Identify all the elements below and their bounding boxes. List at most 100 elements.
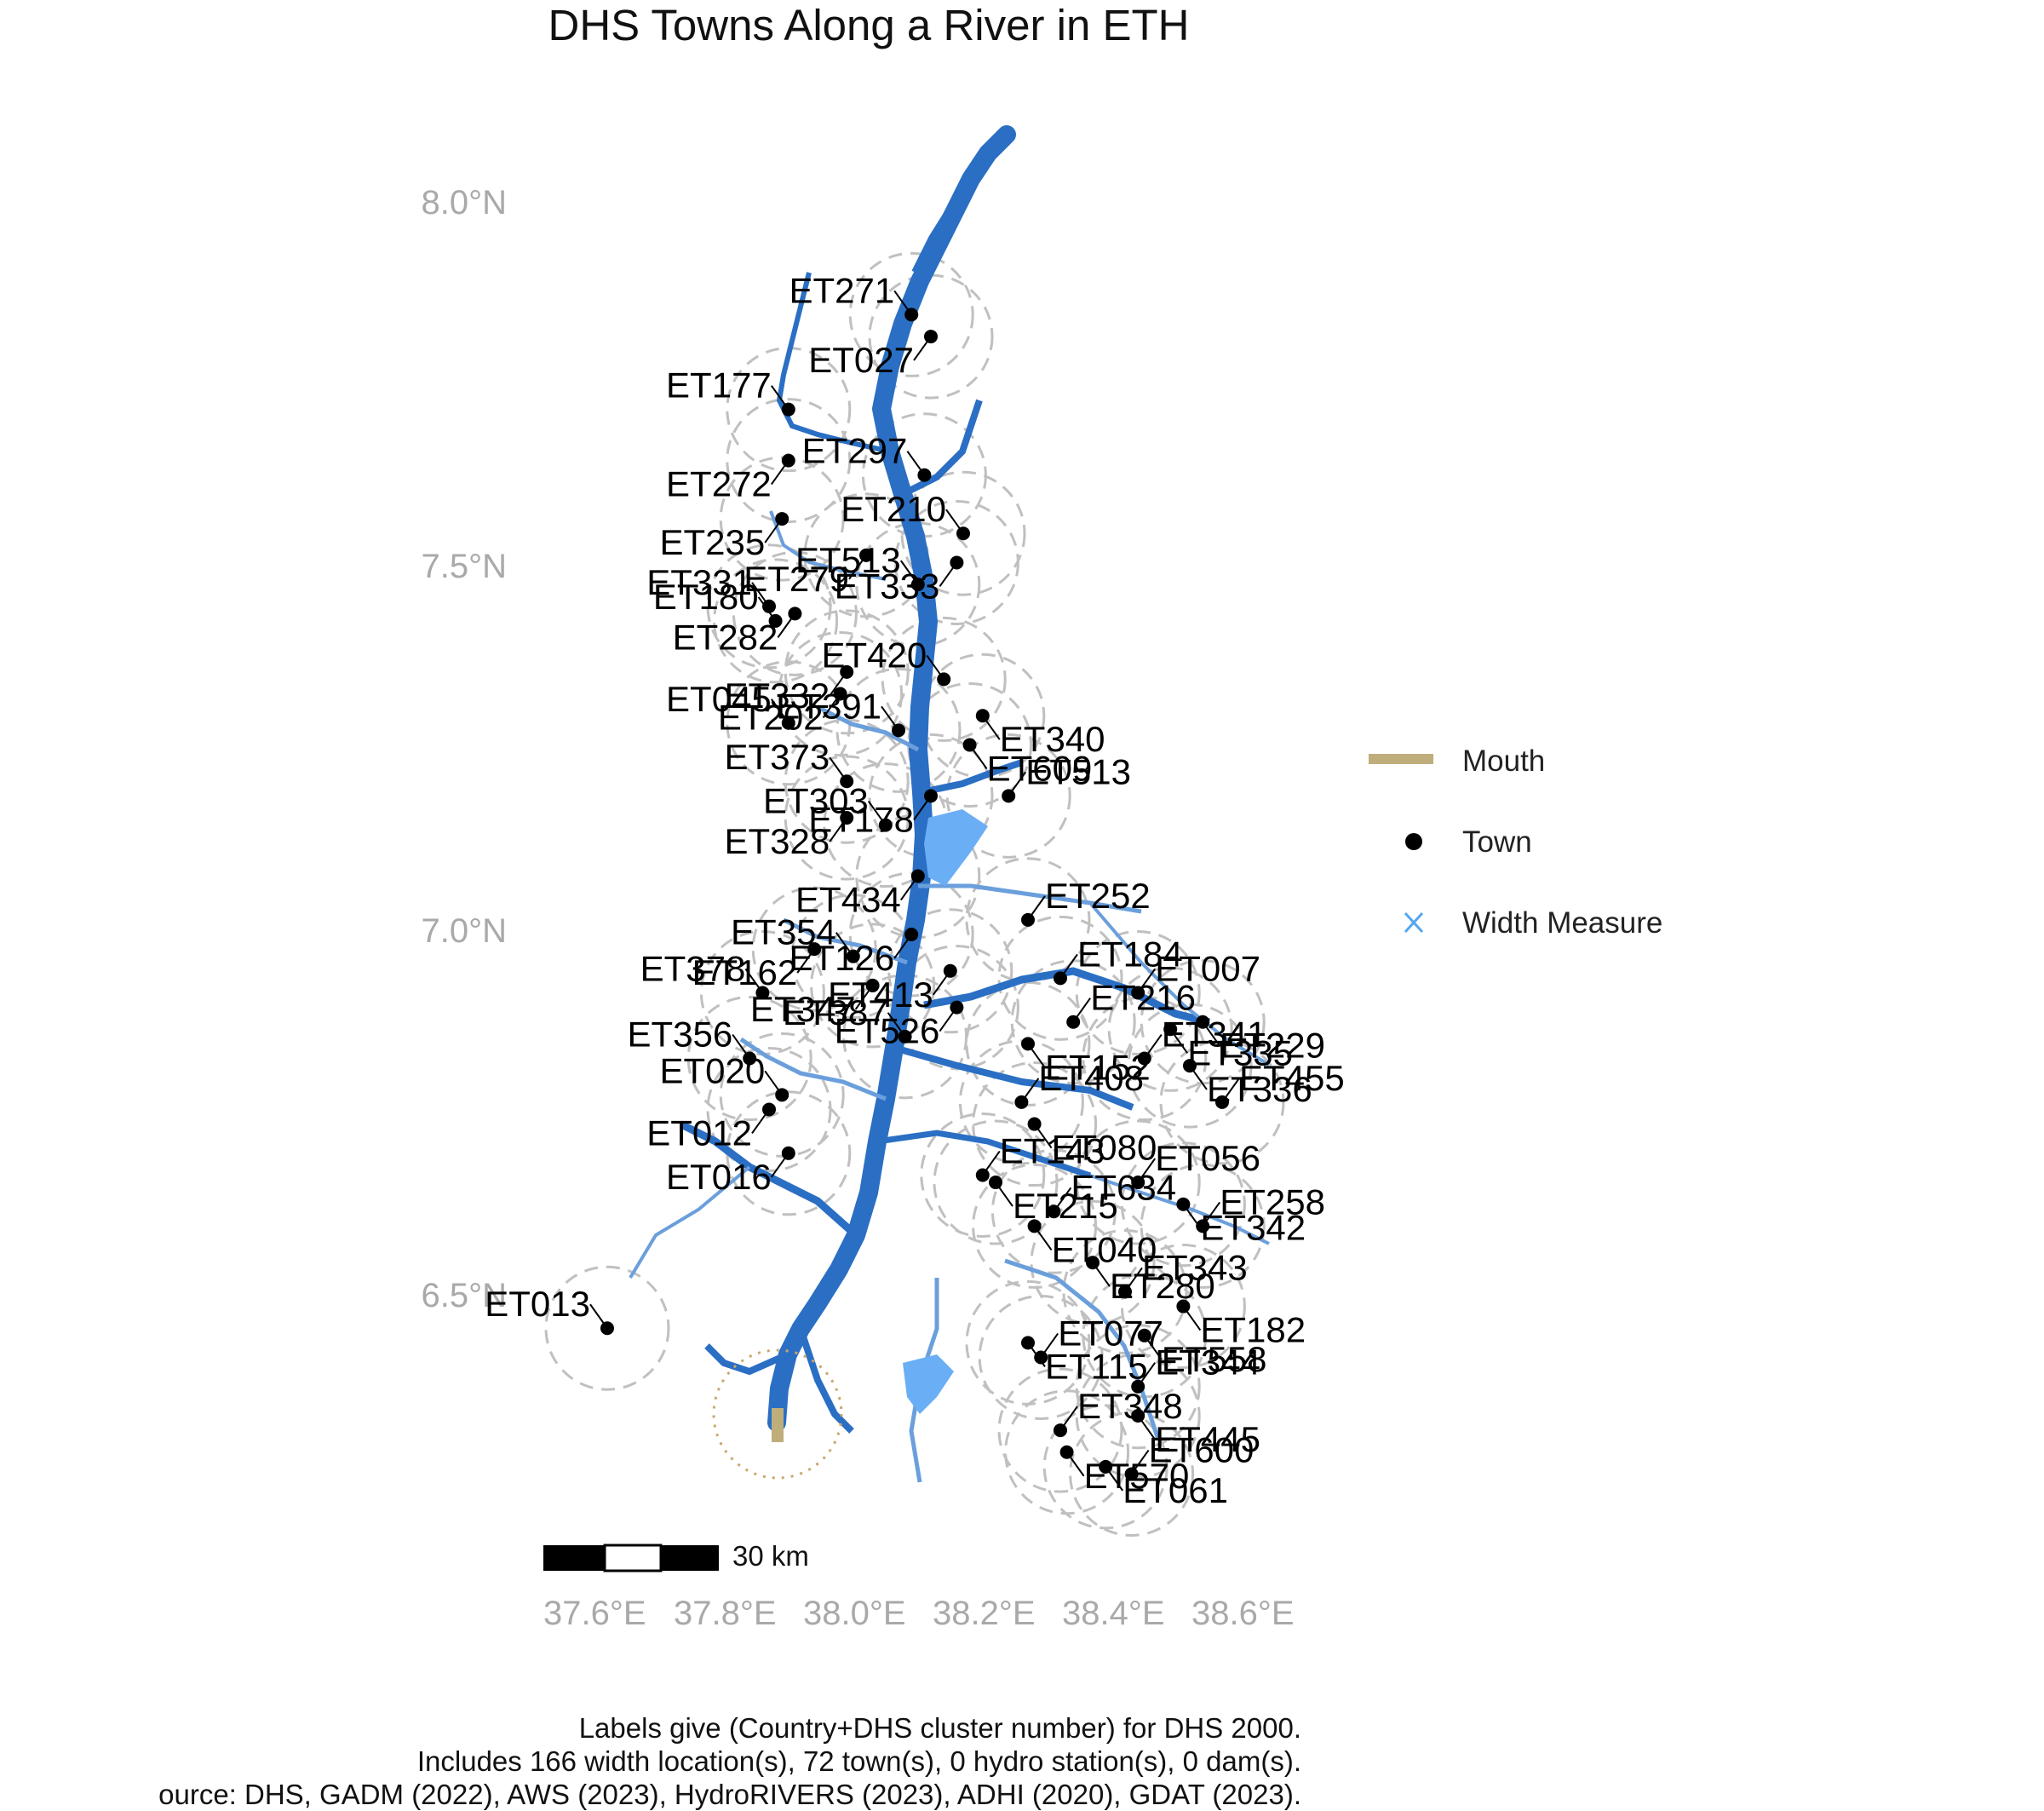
town-label-leader bbox=[770, 1153, 789, 1178]
y-tick-label-8-0: 8.0°N bbox=[421, 184, 508, 221]
town-label: ET378 bbox=[640, 948, 746, 988]
town-label: ET013 bbox=[485, 1284, 590, 1324]
town-label-leader bbox=[744, 968, 764, 994]
tributary-southwest bbox=[704, 1343, 789, 1376]
mouth-buffer bbox=[712, 1348, 843, 1480]
town-buffer bbox=[726, 1090, 852, 1216]
town-label: ET373 bbox=[724, 737, 830, 777]
caption-line-1: Labels give (Country+DHS cluster number)… bbox=[578, 1712, 1301, 1744]
town-buffer bbox=[972, 1061, 1098, 1187]
x-tick-label-38-0: 38.0°E bbox=[803, 1595, 906, 1632]
caption-line-3: ource: DHS, GADM (2022), AWS (2023), Hyd… bbox=[158, 1779, 1301, 1810]
town-label: ET143 bbox=[1000, 1130, 1105, 1170]
town-buffer bbox=[713, 558, 839, 684]
town-label-leader bbox=[939, 561, 958, 588]
town-label-leader bbox=[1143, 1335, 1163, 1360]
town-label: ET272 bbox=[666, 464, 772, 504]
legend-item-town: Town bbox=[1367, 824, 1708, 859]
town-label: ET342 bbox=[1200, 1208, 1306, 1248]
town-buffer bbox=[719, 456, 845, 582]
x-tick-label-37-8: 37.8°E bbox=[674, 1595, 777, 1632]
town-label-leader bbox=[829, 671, 848, 697]
map-title: DHS Towns Along a River in ETH bbox=[548, 1, 1190, 49]
town-label-leader bbox=[751, 1108, 770, 1135]
y-tick-label-6-5: 6.5°N bbox=[421, 1277, 508, 1314]
town-buffer bbox=[893, 499, 1019, 625]
town-buffer bbox=[835, 667, 962, 793]
town-label: ET634 bbox=[1071, 1167, 1176, 1207]
town-label-leader bbox=[589, 1303, 608, 1329]
town-label-leader bbox=[829, 756, 848, 782]
scale-bar bbox=[543, 1544, 719, 1572]
town-buffer bbox=[1127, 1003, 1253, 1129]
town-buffer bbox=[1140, 1163, 1266, 1289]
town-buffer bbox=[1120, 1244, 1246, 1370]
town-label: ET340 bbox=[1000, 719, 1105, 759]
town-label: ET215 bbox=[1013, 1186, 1118, 1226]
town-buffer bbox=[848, 251, 974, 377]
town-label-leader bbox=[945, 509, 964, 534]
tributary-north-west-2 bbox=[769, 510, 887, 581]
town-label: ET356 bbox=[627, 1015, 732, 1055]
town-buffer bbox=[907, 681, 1033, 808]
legend-label-town: Town bbox=[1462, 825, 1532, 859]
town-label: ET045 bbox=[666, 679, 772, 719]
town-label-leader bbox=[1059, 1406, 1078, 1431]
lake-1 bbox=[924, 809, 988, 886]
tributary-southeast bbox=[797, 1327, 854, 1434]
town-buffer bbox=[958, 1039, 1084, 1165]
town-label: ET210 bbox=[841, 489, 946, 529]
town-label-leader bbox=[1040, 1332, 1059, 1359]
town-label-leader bbox=[1033, 1225, 1053, 1250]
town-buffer bbox=[686, 996, 812, 1122]
town-label: ET513 bbox=[1025, 751, 1131, 791]
width-measure-legend-icon bbox=[1367, 905, 1435, 939]
town-buffer bbox=[1107, 966, 1233, 1092]
town-buffer bbox=[1075, 1353, 1201, 1479]
town-buffer bbox=[1075, 1324, 1201, 1450]
town-buffer bbox=[719, 1032, 845, 1158]
town-label: ET182 bbox=[1200, 1310, 1306, 1350]
town-label-leader bbox=[770, 385, 789, 411]
town-buffer bbox=[965, 980, 1091, 1107]
town-label-leader bbox=[899, 560, 919, 585]
mouth-legend-icon bbox=[1367, 743, 1435, 777]
town-label: ET180 bbox=[653, 577, 759, 617]
town-label-leader bbox=[751, 582, 770, 607]
town-label-leader bbox=[926, 654, 945, 680]
town-label: ET027 bbox=[808, 340, 914, 380]
town-label-leader bbox=[893, 290, 913, 315]
caption-line-2: Includes 166 width location(s), 72 town(… bbox=[416, 1745, 1301, 1777]
town-buffer bbox=[706, 543, 832, 670]
town-label-leader bbox=[932, 970, 951, 996]
town-buffer bbox=[784, 755, 910, 881]
town-buffer bbox=[1120, 1141, 1246, 1268]
town-label-leader bbox=[1182, 1305, 1202, 1331]
town-label: ET332 bbox=[724, 676, 830, 716]
town-label-leader bbox=[1059, 953, 1078, 979]
town-buffer bbox=[810, 923, 936, 1049]
town-label-leader bbox=[1008, 771, 1027, 796]
town-label-leader bbox=[1124, 1267, 1143, 1293]
town-label-leader bbox=[981, 715, 1001, 740]
town-label: ET012 bbox=[646, 1112, 752, 1153]
town-markers: ET271 ET027 ET177 ET272 ET297 ET235 ET210 ET279… bbox=[485, 270, 1345, 1509]
main-river-upper-branch bbox=[911, 142, 1001, 275]
town-label: ET434 bbox=[795, 880, 901, 920]
town-buffer bbox=[978, 1294, 1104, 1420]
town-label: ET328 bbox=[724, 821, 830, 861]
y-tick-label-7-5: 7.5°N bbox=[421, 548, 508, 585]
town-label: ET162 bbox=[692, 952, 797, 992]
town-label: ET178 bbox=[808, 799, 914, 839]
tributary-mid-west bbox=[816, 704, 920, 752]
town-label-leader bbox=[887, 1012, 906, 1038]
town-label: ET391 bbox=[776, 686, 881, 726]
town-label-leader bbox=[1072, 997, 1092, 1023]
town-buffer bbox=[1042, 1404, 1168, 1530]
tributary-southeast-2 bbox=[1004, 1258, 1161, 1440]
town-label: ET513 bbox=[795, 540, 901, 580]
town-label: ET279 bbox=[744, 559, 849, 599]
town-label: ET184 bbox=[1077, 934, 1183, 974]
town-label: ET387 bbox=[783, 992, 888, 1032]
